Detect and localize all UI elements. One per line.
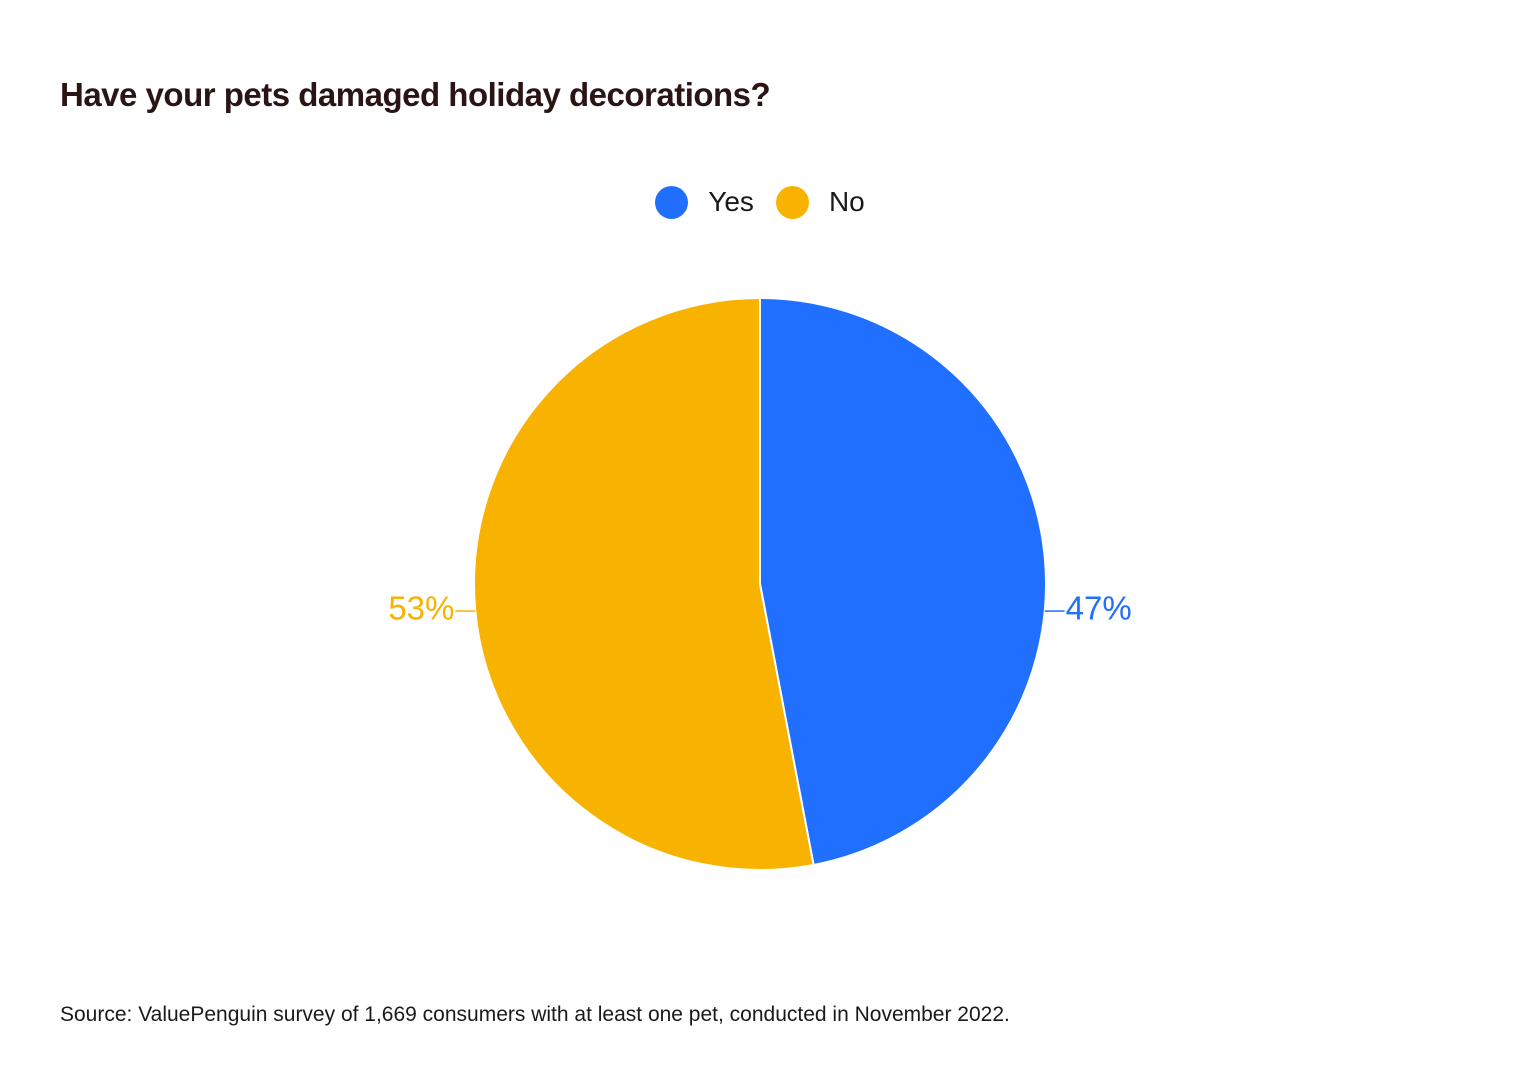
chart-title: Have your pets damaged holiday decoratio…	[60, 76, 771, 113]
legend-label-yes: Yes	[708, 186, 754, 217]
data-label-no: 53%	[388, 590, 454, 627]
source-note: Source: ValuePenguin survey of 1,669 con…	[60, 1003, 1010, 1026]
legend-item-no: No	[775, 185, 865, 219]
legend-swatch-yes	[655, 185, 689, 219]
legend-label-no: No	[828, 186, 865, 217]
data-label-yes: 47%	[1066, 590, 1132, 627]
legend: Yes No	[0, 180, 1520, 224]
pie-slice-yes	[759, 297, 1047, 866]
legend-swatch-no	[775, 185, 809, 219]
legend-item-yes: Yes	[655, 185, 754, 219]
